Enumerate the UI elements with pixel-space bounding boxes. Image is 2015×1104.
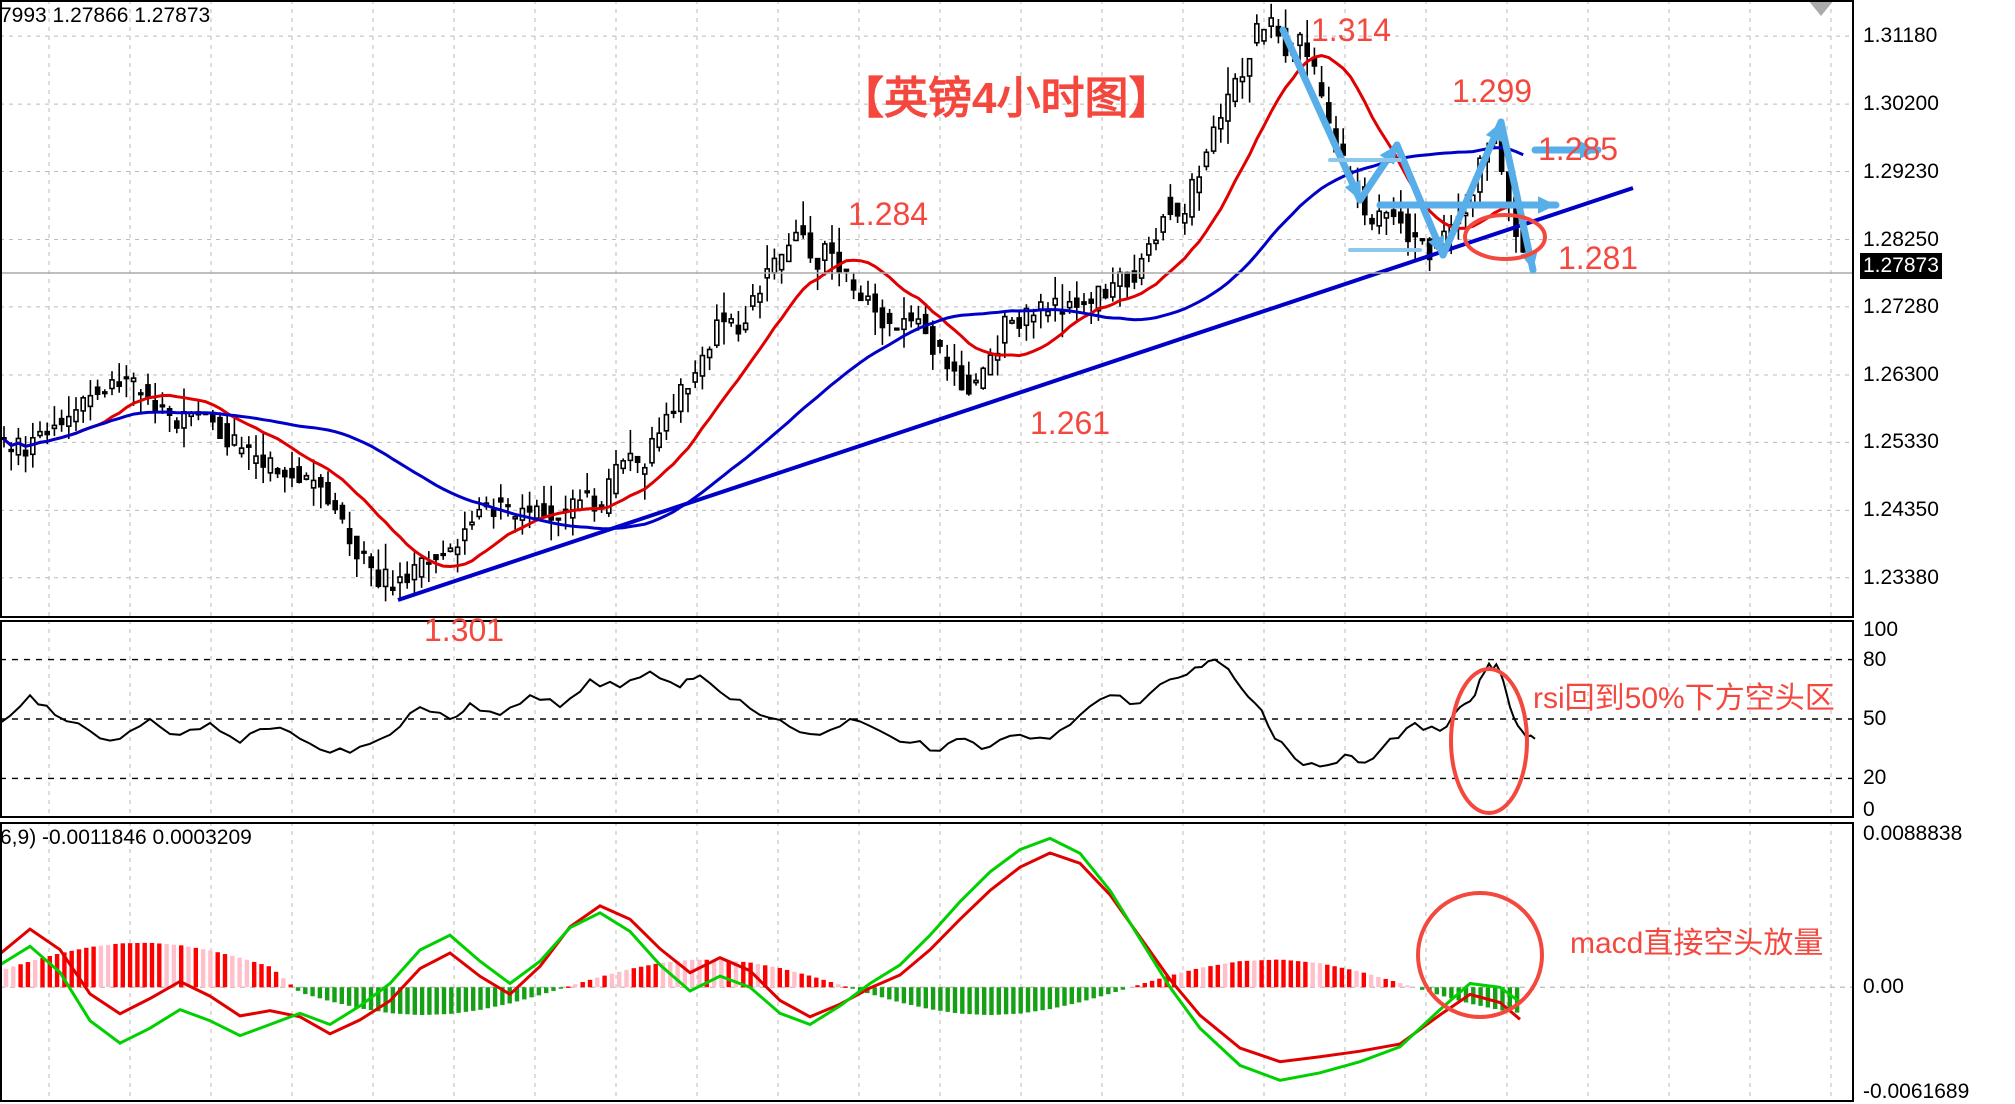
level-label-1281: 1.281 xyxy=(1558,240,1639,276)
macd-axis-label: 0.00 xyxy=(1863,975,1904,999)
price-y-axis: 1.31180 1.30200 1.29230 1.28250 1.27280 1.263… xyxy=(1854,0,2015,618)
rsi-axis-label: 80 xyxy=(1863,647,1887,671)
rsi-axis-label: 50 xyxy=(1863,707,1887,730)
level-label-1285: 1.285 xyxy=(1538,131,1619,167)
rsi-axis-label: 100 xyxy=(1863,618,1899,641)
level-label-1301: 1.301 xyxy=(424,612,505,648)
price-svg xyxy=(0,0,1854,618)
macd-y-axis: 0.0088838 0.00 -0.0061689 xyxy=(1854,822,2015,1103)
level-label-1261: 1.261 xyxy=(1030,405,1111,441)
macd-axis-label: -0.0061689 xyxy=(1863,1080,1970,1103)
price-chart-panel[interactable]: 7993 1.27866 1.27873 【英镑4小时图】 1.314 1.29… xyxy=(0,0,2015,618)
ma-slow-line xyxy=(3,146,1524,531)
candlestick-series xyxy=(1,3,1526,602)
macd-line xyxy=(0,851,1521,1064)
macd-gridlines xyxy=(0,822,1854,1102)
price-axis-label: 1.25330 xyxy=(1863,430,1939,454)
price-axis-label: 1.24350 xyxy=(1863,498,1939,522)
rsi-line xyxy=(0,658,1536,768)
macd-plot-area[interactable] xyxy=(0,822,1854,1102)
macd-highlight-circle xyxy=(1416,891,1544,1019)
macd-histogram xyxy=(3,942,1520,1016)
price-axis-label: 1.23380 xyxy=(1863,565,1939,589)
level-label-1299: 1.299 xyxy=(1452,73,1533,109)
rsi-plot-area[interactable] xyxy=(0,620,1854,818)
chart-marker-triangle xyxy=(1808,0,1834,16)
chart-title-annotation: 【英镑4小时图】 xyxy=(840,74,1173,123)
price-axis-label: 1.28250 xyxy=(1863,227,1939,251)
level-label-1314: 1.314 xyxy=(1311,12,1392,48)
rsi-chart-panel[interactable]: rsi回到50%下方空头区 100 80 50 20 0 xyxy=(0,618,2015,821)
price-header-readout: 7993 1.27866 1.27873 xyxy=(0,4,211,27)
rsi-gridlines xyxy=(0,620,1854,818)
price-axis-label: 1.31180 xyxy=(1863,24,1938,48)
annotation-arrows xyxy=(1279,26,1602,274)
price-axis-label: 1.27280 xyxy=(1863,294,1939,318)
rsi-y-axis: 100 80 50 20 0 xyxy=(1854,618,2015,821)
macd-svg xyxy=(0,822,1854,1102)
rsi-annotation-text: rsi回到50%下方空头区 xyxy=(1533,682,1835,715)
price-axis-label: 1.30200 xyxy=(1863,92,1939,116)
ma-fast-line xyxy=(3,54,1524,569)
price-plot-area[interactable] xyxy=(0,0,1854,618)
price-highlight-ellipse xyxy=(1463,213,1547,261)
price-axis-label: 1.29230 xyxy=(1863,159,1939,183)
macd-signal-line xyxy=(0,836,1521,1082)
macd-annotation-text: macd直接空头放量 xyxy=(1570,927,1824,960)
price-axis-label: 1.26300 xyxy=(1863,362,1939,386)
rsi-axis-label: 20 xyxy=(1863,766,1887,790)
rsi-highlight-ellipse xyxy=(1449,667,1529,815)
macd-chart-panel[interactable]: 6,9) -0.0011846 0.0003209 macd直接空头放量 0.0… xyxy=(0,822,2015,1103)
rsi-svg xyxy=(0,620,1854,818)
ascending-trendline xyxy=(397,186,1634,602)
level-label-1284: 1.284 xyxy=(848,196,929,232)
macd-axis-label: 0.0088838 xyxy=(1863,822,1963,845)
rsi-axis-label: 0 xyxy=(1863,798,1875,821)
current-price-tag: 1.27873 xyxy=(1860,252,1942,279)
macd-header-readout: 6,9) -0.0011846 0.0003209 xyxy=(0,826,252,849)
